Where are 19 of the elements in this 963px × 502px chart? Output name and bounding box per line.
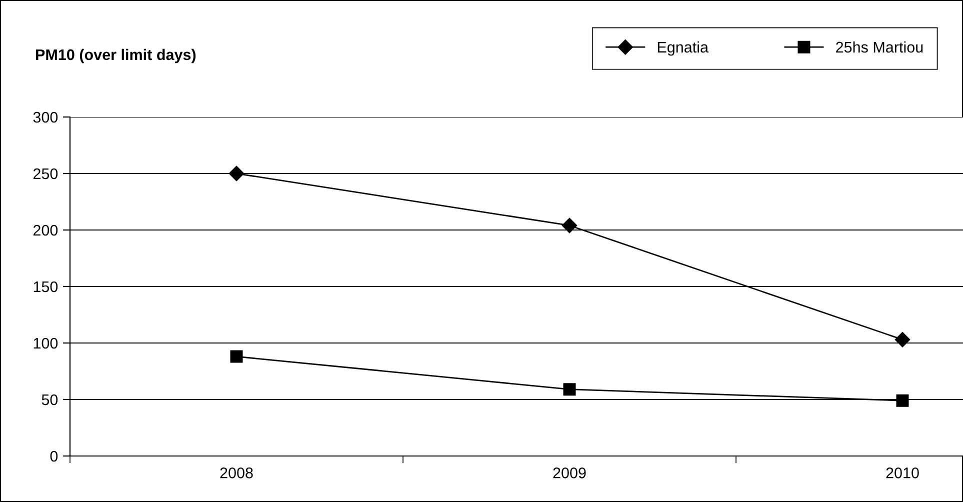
point bbox=[228, 166, 244, 182]
y-tick-label: 150 bbox=[34, 281, 58, 292]
point bbox=[230, 350, 243, 363]
y-tick-label: 200 bbox=[33, 224, 58, 236]
y-tick-label: 100 bbox=[34, 338, 58, 349]
x-tick-label: 2008 bbox=[220, 468, 253, 478]
point bbox=[563, 383, 576, 396]
legend-label: Egnatia bbox=[658, 41, 708, 56]
legend-label: 25hs Martiou bbox=[836, 41, 923, 53]
y-tick-label: 0 bbox=[50, 450, 58, 462]
x-tick-label: 2010 bbox=[886, 468, 919, 478]
point bbox=[894, 332, 910, 348]
chart-title: PM10 (over limit days) bbox=[36, 48, 196, 64]
y-tick-label: 250 bbox=[33, 168, 58, 180]
point bbox=[562, 218, 578, 234]
y-tick-label: 50 bbox=[42, 394, 58, 406]
y-tick-label: 300 bbox=[33, 112, 58, 123]
point bbox=[896, 394, 909, 407]
x-tick-label: 2009 bbox=[553, 468, 586, 478]
